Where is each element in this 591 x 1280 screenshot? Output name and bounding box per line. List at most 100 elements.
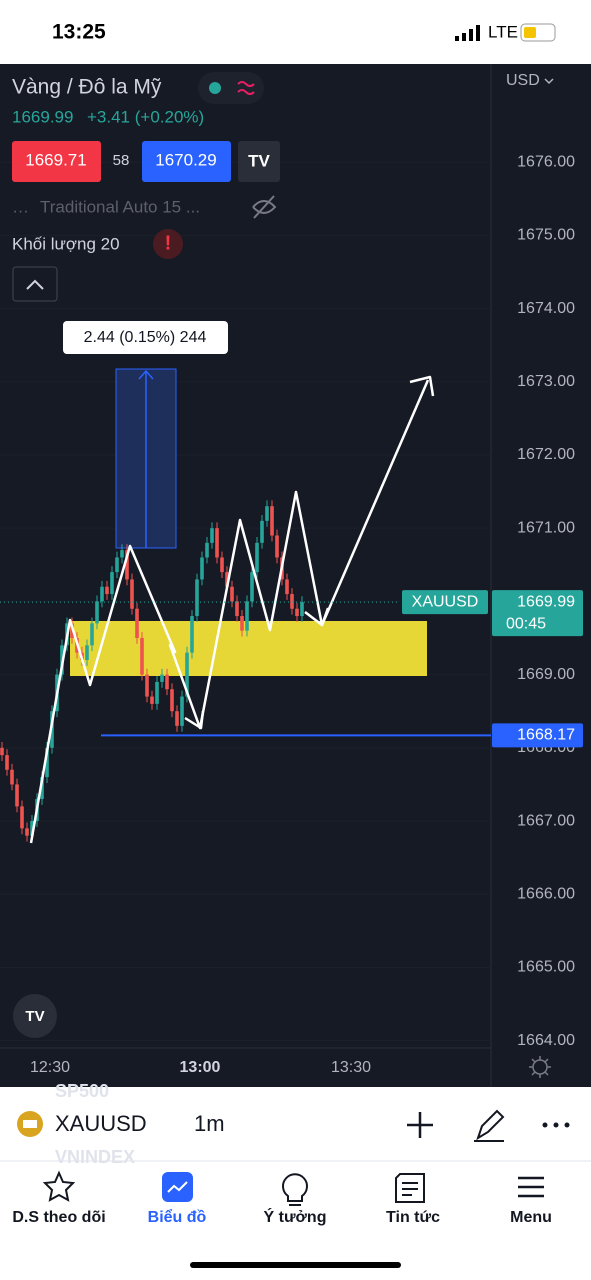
tab-label[interactable]: Ý tưởng [264, 1207, 327, 1226]
battery-level [524, 27, 536, 38]
hline-label-box [492, 723, 583, 748]
y-tick-label: 1675.00 [517, 227, 575, 244]
candle-body [170, 689, 174, 712]
candle-body [200, 557, 204, 580]
candle-body [155, 681, 159, 704]
candle-body [295, 608, 299, 617]
status-wave [237, 81, 255, 95]
tab-label[interactable]: Biểu đồ [148, 1208, 207, 1226]
candle-body [230, 586, 234, 602]
hline-label: 1668.17 [517, 727, 575, 744]
ghost-symbol: SP500 [55, 1081, 109, 1101]
hide-icon[interactable] [252, 195, 277, 219]
status-dot [209, 82, 221, 94]
header-price: 1669.99 [12, 107, 73, 126]
tab-icon-line [167, 1181, 188, 1193]
candle-body [145, 674, 149, 697]
signal [455, 25, 480, 41]
last-price-box [492, 590, 583, 637]
candle-body [190, 616, 194, 653]
buy-button[interactable] [142, 141, 231, 182]
x-tick-label: 13:30 [331, 1059, 371, 1076]
tab-icon[interactable] [282, 1173, 308, 1206]
tab-icon[interactable] [42, 1170, 76, 1202]
candle-body [20, 806, 24, 829]
candle-body [25, 828, 29, 836]
candle-body [260, 520, 264, 543]
tab-icon[interactable] [395, 1173, 425, 1203]
candle-body [220, 557, 224, 573]
y-tick-label: 1674.00 [517, 300, 575, 317]
currency[interactable]: USD [506, 72, 540, 89]
last-price: 1669.99 [517, 593, 575, 610]
candle-body [300, 602, 304, 617]
status-bar [0, 0, 591, 64]
collapse-chevron [26, 279, 44, 290]
y-tick-label: 1667.00 [517, 812, 575, 829]
candle-body [85, 645, 89, 660]
candle-body [275, 535, 279, 558]
tv-watermark-text: TV [25, 1008, 44, 1025]
candle-body [195, 579, 199, 617]
tab-label[interactable]: Tin tức [386, 1209, 440, 1226]
candle-body [245, 601, 249, 631]
ghost-symbol: VNINDEX [55, 1147, 135, 1167]
bottom-symbol[interactable]: XAUUSD [55, 1111, 147, 1136]
candle-body [40, 777, 44, 800]
warning-icon[interactable] [153, 229, 183, 259]
candle-body [100, 586, 104, 602]
network: LTE [488, 22, 518, 41]
symbol-tag-box [402, 590, 488, 615]
y-tick-label: 1666.00 [517, 885, 575, 902]
tab-label[interactable]: Menu [510, 1209, 552, 1226]
collapse-button[interactable] [12, 266, 58, 302]
candle-body [180, 696, 184, 726]
candle-body [235, 601, 239, 617]
settings-icon[interactable] [529, 1056, 551, 1078]
measure-label-box [63, 321, 228, 354]
interval[interactable]: 1m [194, 1111, 225, 1136]
candle-body [105, 586, 109, 595]
sell-price[interactable]: 1669.71 [25, 150, 86, 169]
buy-price[interactable]: 1670.29 [155, 150, 216, 169]
add-button[interactable] [407, 1112, 433, 1138]
candle-body [290, 594, 294, 609]
candle-body [150, 696, 154, 704]
candle-body [240, 616, 244, 631]
x-tick-label: 12:30 [30, 1059, 70, 1076]
candle-body [210, 528, 214, 543]
y-tick-label: 1673.00 [517, 373, 575, 390]
currency-chevron [544, 78, 554, 85]
chart-area [0, 64, 591, 1087]
candle-body [205, 542, 209, 558]
candle-body [30, 821, 34, 836]
candle-body [135, 608, 139, 638]
candle-body [0, 747, 4, 756]
candle-body [160, 674, 164, 682]
candle-body [270, 506, 274, 536]
tv-button[interactable] [238, 141, 280, 182]
candle-body [5, 755, 9, 770]
candle-body [130, 579, 134, 609]
y-tick-label: 1664.00 [517, 1032, 575, 1049]
y-tick-label: 1671.00 [517, 519, 575, 536]
candle-body [120, 550, 124, 558]
status-pill [198, 72, 264, 104]
battery [520, 23, 556, 42]
header-change: +3.41 (+0.20%) [87, 107, 204, 126]
tab-icon[interactable] [518, 1176, 544, 1198]
draw-button[interactable] [474, 1109, 505, 1142]
tab-icon[interactable] [162, 1172, 193, 1202]
tv-watermark [13, 994, 57, 1038]
candle-body [110, 572, 114, 595]
candle-body [215, 528, 219, 558]
candle-body [95, 601, 99, 624]
sell-button[interactable] [12, 141, 101, 182]
tab-label[interactable]: D.S theo dõi [12, 1209, 105, 1226]
symbol-icon-bar [23, 1120, 37, 1128]
countdown: 00:45 [506, 615, 546, 632]
more-button[interactable] [542, 1122, 570, 1128]
tv-logo: TV [248, 151, 270, 170]
candle-body [175, 711, 179, 726]
